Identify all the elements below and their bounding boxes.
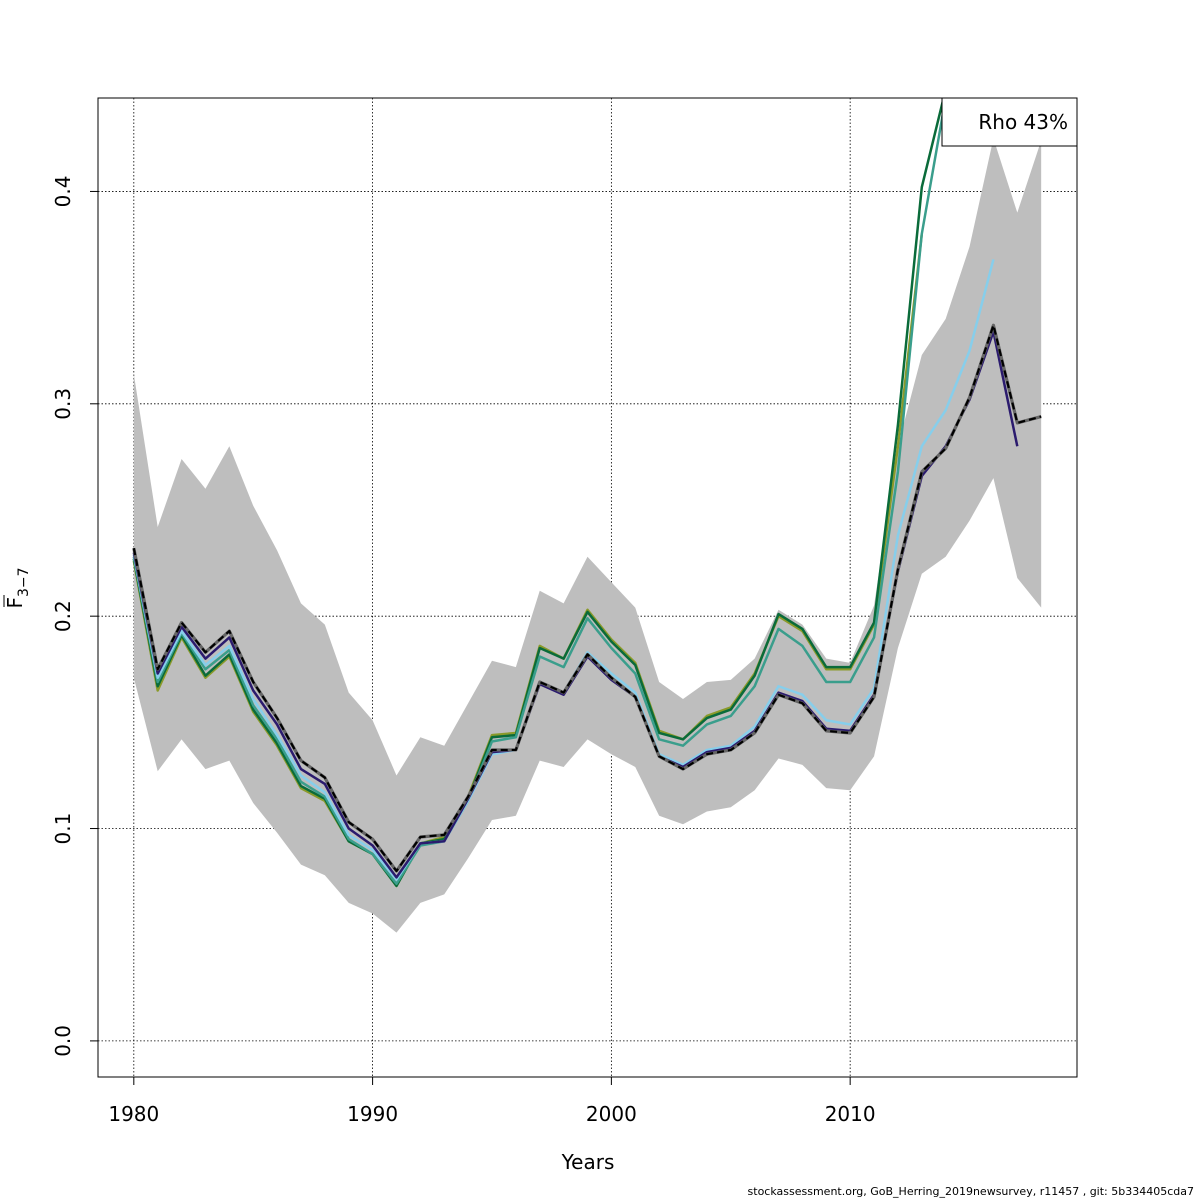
x-tick-label-1: 1990 — [347, 1102, 398, 1126]
y-tick-label-0: 0.0 — [51, 1025, 75, 1057]
footer-credit: stockassessment.org, GoB_Herring_2019new… — [747, 1185, 1194, 1198]
y-axis-title-sub: 3−7 — [16, 567, 32, 597]
x-tick-label-2: 2000 — [586, 1102, 637, 1126]
svg-text:F3−7: F3−7 — [3, 567, 32, 608]
legend-text: Rho 43% — [978, 110, 1068, 134]
y-axis: 0.0 0.1 0.2 0.3 0.4 — [51, 176, 99, 1057]
y-tick-label-2: 0.2 — [51, 600, 75, 632]
series-line-3 — [132, 98, 947, 885]
y-tick-label-3: 0.3 — [51, 388, 75, 420]
y-axis-title-main: F — [3, 597, 27, 609]
legend-box — [941, 97, 1078, 147]
y-tick-label-4: 0.4 — [51, 176, 75, 208]
x-axis-title: Years — [561, 1150, 615, 1174]
y-axis-title: F3−7 — [3, 567, 32, 608]
x-tick-label-3: 2010 — [825, 1102, 876, 1126]
confidence-band-area — [133, 138, 1042, 933]
series-line-4 — [132, 98, 945, 888]
x-axis: 1980 1990 2000 2010 — [108, 1076, 876, 1126]
series-lines — [132, 98, 1042, 888]
x-tick-label-0: 1980 — [108, 1102, 159, 1126]
series-line-0 — [132, 324, 1042, 873]
confidence-band — [133, 138, 1042, 933]
legend: Rho 43% — [941, 97, 1078, 147]
y-tick-label-1: 0.1 — [51, 813, 75, 845]
